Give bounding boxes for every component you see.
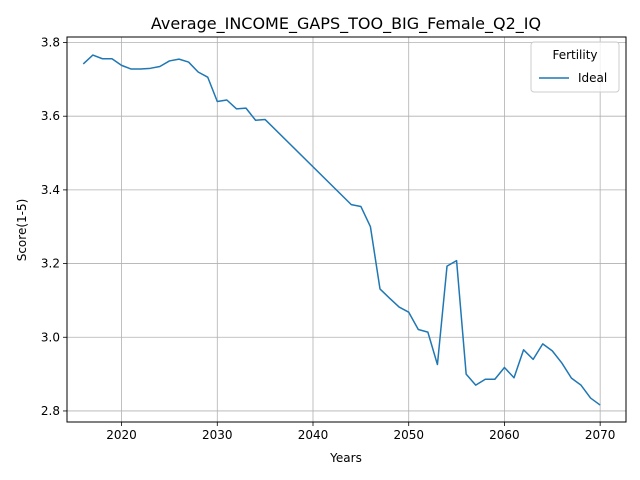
x-tick-label: 2050 (393, 428, 424, 442)
plot-frame (66, 36, 627, 423)
chart-title: Average_INCOME_GAPS_TOO_BIG_Female_Q2_IQ (151, 14, 541, 34)
x-tick-label: 2070 (585, 428, 616, 442)
grid (67, 37, 626, 422)
y-axis-label: Score(1-5) (15, 199, 29, 262)
x-tick-label: 2020 (106, 428, 137, 442)
legend-entry-label: Ideal (578, 71, 607, 85)
y-tick-label: 3.4 (41, 183, 60, 197)
y-tick-label: 2.8 (41, 404, 60, 418)
series-line-ideal (82, 54, 601, 406)
legend-title: Fertility (552, 48, 597, 62)
x-tick-label: 2030 (202, 428, 233, 442)
y-tick-label: 3.2 (41, 257, 60, 271)
series-layer (82, 54, 601, 406)
y-tick-label: 3.0 (41, 330, 60, 344)
ticks: 2020 2030 2040 2050 2060 2070 2.8 3.0 3.2 3.4 3.6 3… (41, 36, 616, 442)
x-tick-label: 2040 (298, 428, 329, 442)
y-tick-label: 3.8 (41, 36, 60, 50)
x-axis-label: Years (329, 451, 362, 465)
legend-box (530, 41, 620, 93)
y-tick-label: 3.6 (41, 109, 60, 123)
x-tick-label: 2060 (489, 428, 520, 442)
legend: Fertility Ideal (530, 41, 620, 93)
